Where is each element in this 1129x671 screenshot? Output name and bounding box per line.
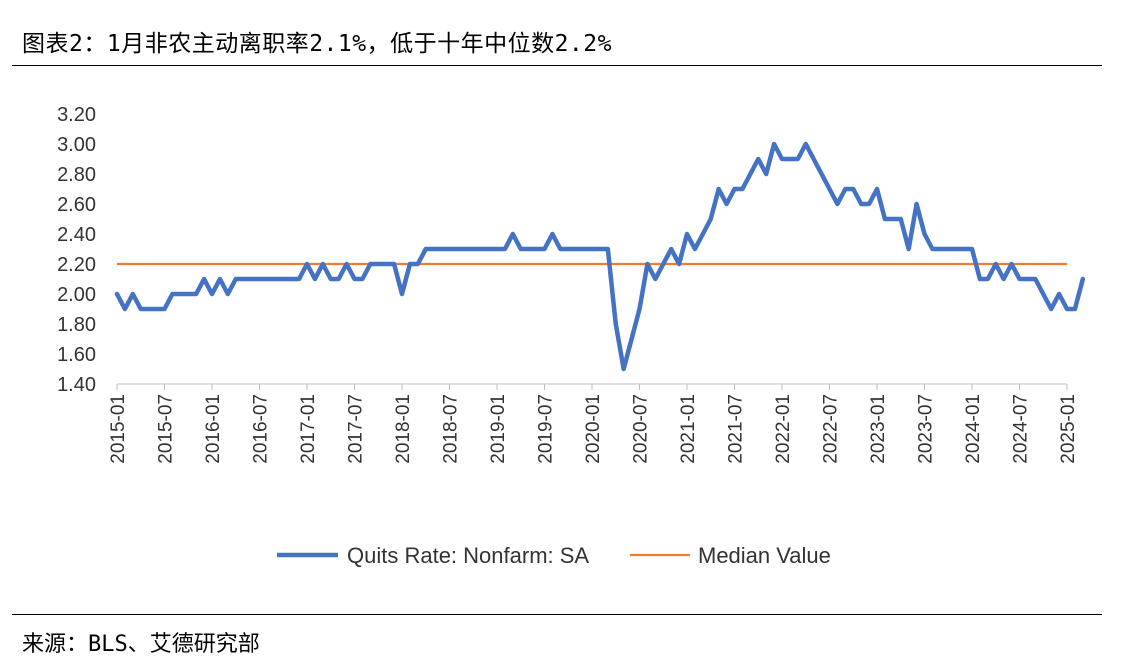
x-tick-label: 2015-07 bbox=[156, 394, 177, 464]
title-divider bbox=[12, 65, 1102, 66]
series-layer bbox=[114, 141, 1086, 372]
y-axis: 1.40 1.60 1.80 2.00 2.20 2.40 2.60 2.80 3.00 3.20 bbox=[57, 104, 96, 396]
chart-title: 图表2：1月非农主动离职率2.1%，低于十年中位数2.2% bbox=[22, 31, 612, 57]
x-tick-label: 2020-01 bbox=[583, 394, 604, 464]
quits-rate-line bbox=[114, 141, 1086, 372]
legend-label-median: Median Value bbox=[698, 543, 831, 568]
x-tick-label: 2024-07 bbox=[1011, 394, 1032, 464]
x-tick-label: 2024-01 bbox=[963, 394, 984, 464]
y-tick-label: 3.20 bbox=[57, 104, 96, 126]
x-tick-label: 2019-07 bbox=[536, 394, 557, 464]
y-tick-label: 1.60 bbox=[57, 344, 96, 366]
legend: Quits Rate: Nonfarm: SA Median Value bbox=[277, 543, 831, 568]
x-tick-label: 2018-01 bbox=[393, 394, 414, 464]
x-tick-label: 2020-07 bbox=[631, 394, 652, 464]
source-divider bbox=[12, 614, 1102, 615]
x-tick-label: 2019-01 bbox=[488, 394, 509, 464]
y-tick-label: 2.20 bbox=[57, 254, 96, 276]
y-tick-label: 1.80 bbox=[57, 314, 96, 336]
y-tick-label: 2.80 bbox=[57, 164, 96, 186]
y-tick-label: 2.00 bbox=[57, 284, 96, 306]
x-tick-label: 2022-07 bbox=[821, 394, 842, 464]
x-axis: 2015-01 2015-07 2016-01 2016-07 2017-01 2017-… bbox=[108, 383, 1079, 464]
y-tick-label: 2.60 bbox=[57, 194, 96, 216]
x-tick-label: 2018-07 bbox=[441, 394, 462, 464]
y-tick-label: 2.40 bbox=[57, 224, 96, 246]
y-tick-label: 1.40 bbox=[57, 374, 96, 396]
x-tick-label: 2021-01 bbox=[678, 394, 699, 464]
legend-label-quits: Quits Rate: Nonfarm: SA bbox=[347, 543, 589, 568]
x-tick-label: 2015-01 bbox=[108, 394, 129, 464]
x-tick-label: 2016-07 bbox=[251, 394, 272, 464]
x-tick-label: 2022-01 bbox=[773, 394, 794, 464]
x-tick-label: 2017-07 bbox=[346, 394, 367, 464]
y-tick-label: 3.00 bbox=[57, 134, 96, 156]
x-tick-label: 2021-07 bbox=[726, 394, 747, 464]
source-note: 来源：BLS、艾德研究部 bbox=[22, 632, 260, 657]
x-tick-label: 2023-07 bbox=[916, 394, 937, 464]
x-tick-label: 2023-01 bbox=[868, 394, 889, 464]
x-tick-label: 2016-01 bbox=[203, 394, 224, 464]
x-tick-label: 2017-01 bbox=[298, 394, 319, 464]
x-tick-label: 2025-01 bbox=[1058, 394, 1079, 464]
